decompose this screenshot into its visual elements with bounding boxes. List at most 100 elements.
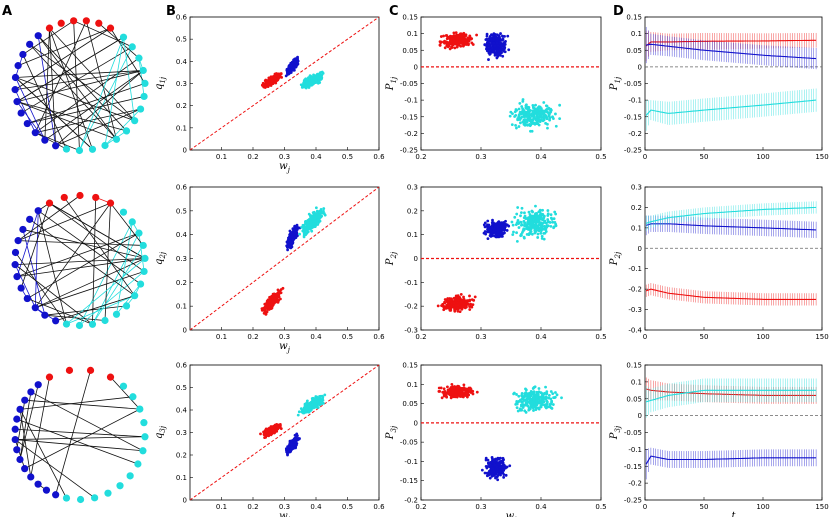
panel-b-row3-point-blue-116: [295, 434, 299, 438]
panel-a-row2-node-22: [23, 294, 31, 303]
panel-c-row2-point-cyan-154: [538, 221, 541, 224]
panel-c-row3-point-blue-0: [480, 468, 484, 472]
panel-a-row1-node-16: [101, 141, 109, 150]
panel-d-row3-xtick-label-1: 50: [700, 503, 709, 511]
panel-d-row1-xtick-label-0: 0: [643, 153, 647, 161]
panel-c-row1-xtick-label-0: 0.2: [415, 153, 426, 161]
panel-a-row1-edge-49: [15, 77, 46, 141]
panel-c-row1-xtick-label-1: 0.3: [475, 153, 486, 161]
panel-c-row2-point-red-77: [443, 298, 447, 301]
panel-c-row2-point-cyan-239: [539, 212, 543, 216]
panel-b-row3-xlabel: wj: [279, 511, 291, 517]
panel-c-row1-point-blue-165: [487, 39, 491, 43]
panel-c-row3-point-cyan-195: [537, 400, 541, 404]
panel-c-row3-point-blue-145: [484, 458, 488, 462]
panel-c-row1-point-blue-217: [496, 44, 500, 47]
panel-c-row3-point-cyan-234: [525, 398, 529, 402]
panel-b-row3-point-red-139: [259, 432, 262, 436]
panel-c-row1-point-cyan-200: [521, 108, 525, 112]
panel-a-row1-node-26: [11, 86, 19, 94]
panel-a-row2-node-30: [34, 207, 42, 215]
panel-b-row3-point-cyan-234: [319, 400, 323, 404]
panel-b-row2-ytick-label-0: 0: [183, 327, 187, 335]
panel-a-row3-node-29: [27, 388, 35, 396]
panel-c-row1-point-cyan-186: [516, 117, 520, 120]
panel-c-row3-point-blue-216: [491, 467, 495, 470]
panel-c-row1-point-cyan-128: [546, 126, 549, 130]
panel-a-row3-node-18: [42, 486, 51, 494]
panel-b-row2-point-red-216: [269, 298, 272, 302]
panel-b-row2-point-blue-120: [286, 248, 290, 252]
panel-c-row2-point-blue-114: [486, 237, 490, 241]
panel-c-row2-point-red-213: [447, 303, 450, 307]
panel-a-row2-node-19: [52, 317, 60, 325]
panel-c-row3-point-red-147: [471, 389, 475, 393]
panel-b-row1-point-blue-179: [296, 55, 299, 59]
panel-b-row3-point-blue-131: [297, 437, 301, 441]
panel-c-row2-point-red-28: [468, 308, 472, 311]
panel-c-row2-point-red-209: [447, 306, 451, 310]
panel-c-row2-point-red-218: [456, 303, 460, 307]
panel-c-row1-point-blue-208: [499, 41, 502, 45]
panel-a-row2-edge-45: [79, 271, 145, 326]
panel-c-row3-point-cyan-199: [547, 396, 551, 400]
panel-b-row2-ytick-label-4: 0.4: [176, 231, 188, 239]
panel-a-row3-node-25: [11, 425, 19, 433]
panel-c-row1-xtick-label-2: 0.4: [535, 153, 547, 161]
panel-b-row1-ytick-label-6: 0.6: [176, 14, 188, 22]
panel-b-row2-point-blue-54: [288, 229, 292, 233]
panel-c-row2-point-cyan-223: [535, 225, 539, 229]
panel-c-row1-point-blue-138: [503, 40, 507, 44]
panel-c-row2-point-blue-216: [502, 221, 506, 224]
panel-c-row2: 0.2 0.3 0.4 0.5 -0.3 -0.2 -0.1 0 0.1 0.2 0.3 P2j: [385, 184, 607, 342]
panel-c-row2-point-red-93: [468, 294, 471, 298]
panel-b-row1-point-cyan-235: [304, 83, 307, 87]
panel-b-row1-reference-line: [189, 16, 380, 151]
panel-b-row2-point-blue-214: [285, 245, 289, 249]
panel-b-row3-point-red-179: [264, 427, 268, 431]
panel-a-row2-edge-19: [14, 264, 93, 325]
panel-a-row3-edge-15: [15, 436, 145, 440]
panel-b-row1-point-blue-177: [284, 74, 288, 78]
panel-b-row3-point-blue-218: [292, 442, 296, 446]
panel-b-row2-point-blue-202: [292, 230, 296, 234]
panel-b-row1-ylabel: q1j: [154, 76, 167, 90]
panel-c-row1-point-blue-159: [485, 34, 489, 38]
panel-c-row2-point-red-186: [443, 301, 447, 305]
panel-c-row3-point-blue-218: [501, 465, 505, 469]
panel-a-row2-node-7: [135, 229, 143, 237]
panel-c-row1-point-red-216: [440, 40, 443, 44]
panel-b-row2-point-cyan-239: [317, 218, 321, 222]
panel-c-row3-xlabel: wj: [506, 511, 518, 517]
panel-a-row1-node-17: [88, 145, 97, 153]
panel-c-row3-point-red-208: [453, 393, 457, 396]
panel-b-row1-xtick-label-4: 0.5: [342, 153, 353, 161]
panel-a-row1-node-20: [52, 142, 60, 150]
panel-c-row2-point-blue-189: [486, 219, 490, 223]
panel-b-row2-point-cyan-36: [314, 206, 318, 210]
panel-c-row1-point-red-190: [445, 34, 449, 37]
panel-c-row3-point-cyan-165: [551, 403, 555, 406]
panel-b-row1-point-red-219: [267, 82, 271, 86]
panel-a-row3-node-11: [126, 472, 134, 480]
panel-c-row1-point-cyan-156: [544, 104, 548, 108]
panel-c-row3-ytick-label-1: -0.15: [400, 477, 418, 485]
panel-c-row2-point-blue-205: [488, 228, 492, 232]
panel-c-row2-ytick-label-4: 0.1: [407, 231, 418, 239]
panel-a-row2-node-9: [141, 254, 149, 263]
panel-a-row2-edge-28: [35, 271, 145, 309]
panel-c-row1-point-cyan-4: [554, 112, 557, 116]
panel-c-row2-point-cyan-233: [542, 214, 546, 218]
panel-a-row1-edge-15: [14, 27, 111, 90]
panel-c-row3-point-blue-200: [501, 471, 505, 475]
panel-a-row3-node-14: [91, 494, 99, 502]
panel-b-row1-xtick-label-3: 0.4: [310, 153, 322, 161]
panel-c-row3-point-cyan-224: [544, 396, 548, 400]
panel-c-row1-point-red-213: [457, 43, 461, 46]
panel-c-row3-point-cyan-191: [547, 394, 551, 397]
panel-d-row1-ytick-label-3: -0.1: [628, 97, 642, 105]
panel-b-row3-ytick-label-2: 0.2: [176, 452, 187, 460]
panel-a-row3-node-0: [45, 373, 54, 381]
panel-c-row2-point-blue-203: [501, 224, 504, 228]
panel-a-row1-edge-36: [35, 132, 67, 150]
